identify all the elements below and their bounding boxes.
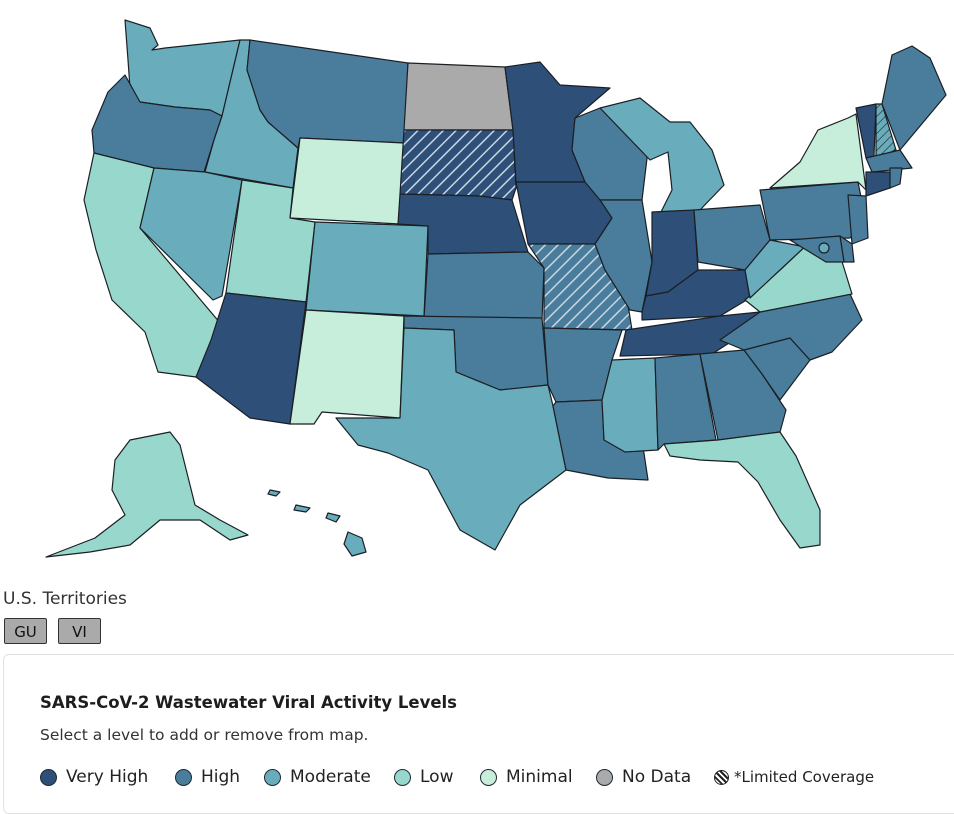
state-ct[interactable] bbox=[865, 171, 891, 197]
state-nm[interactable] bbox=[289, 309, 405, 425]
state-ak[interactable] bbox=[45, 431, 249, 558]
us-wastewater-map bbox=[45, 19, 947, 558]
moderate-swatch bbox=[264, 769, 281, 786]
state-nh[interactable] bbox=[875, 103, 897, 159]
legend-label: Very High bbox=[66, 767, 149, 787]
state-co[interactable] bbox=[305, 221, 429, 317]
territory-button-vi[interactable]: VI bbox=[58, 618, 101, 644]
state-il[interactable] bbox=[594, 199, 653, 313]
legend-label: Moderate bbox=[290, 767, 371, 787]
legend-label: Minimal bbox=[506, 767, 573, 787]
hatch-icon bbox=[714, 770, 729, 785]
low-swatch bbox=[394, 769, 411, 786]
state-ny[interactable] bbox=[769, 113, 867, 191]
state-ma[interactable] bbox=[865, 149, 913, 173]
state-wa[interactable] bbox=[124, 19, 241, 117]
state-nd[interactable] bbox=[403, 62, 514, 131]
state-nj[interactable] bbox=[847, 194, 869, 245]
state-ms[interactable] bbox=[601, 357, 659, 453]
legend-label: No Data bbox=[622, 767, 692, 787]
minimal-swatch bbox=[480, 769, 497, 786]
territory-button-gu[interactable]: GU bbox=[4, 618, 47, 644]
high-swatch bbox=[175, 769, 192, 786]
state-tx[interactable] bbox=[335, 327, 567, 551]
territories-title: U.S. Territories bbox=[3, 589, 127, 609]
state-az[interactable] bbox=[195, 292, 307, 425]
state-ri[interactable] bbox=[889, 167, 903, 189]
state-dc[interactable] bbox=[818, 242, 830, 254]
no-data-swatch bbox=[596, 769, 613, 786]
state-fl[interactable] bbox=[663, 431, 821, 549]
legend-label: High bbox=[201, 767, 241, 787]
state-wy[interactable] bbox=[289, 137, 405, 225]
state-mi[interactable] bbox=[599, 97, 725, 215]
legend-title: SARS-CoV-2 Wastewater Viral Activity Lev… bbox=[40, 693, 457, 712]
legend-label: Low bbox=[420, 767, 454, 787]
legend-subtitle: Select a level to add or remove from map… bbox=[40, 726, 369, 744]
limited-coverage-label: *Limited Coverage bbox=[734, 768, 875, 786]
state-ks[interactable] bbox=[423, 251, 545, 321]
state-nv[interactable] bbox=[139, 167, 243, 301]
very-high-swatch bbox=[40, 769, 57, 786]
state-hi[interactable] bbox=[267, 489, 367, 557]
legend-card: SARS-CoV-2 Wastewater Viral Activity Lev… bbox=[3, 654, 954, 814]
state-sd[interactable] bbox=[399, 129, 517, 201]
state-md[interactable] bbox=[789, 235, 845, 263]
